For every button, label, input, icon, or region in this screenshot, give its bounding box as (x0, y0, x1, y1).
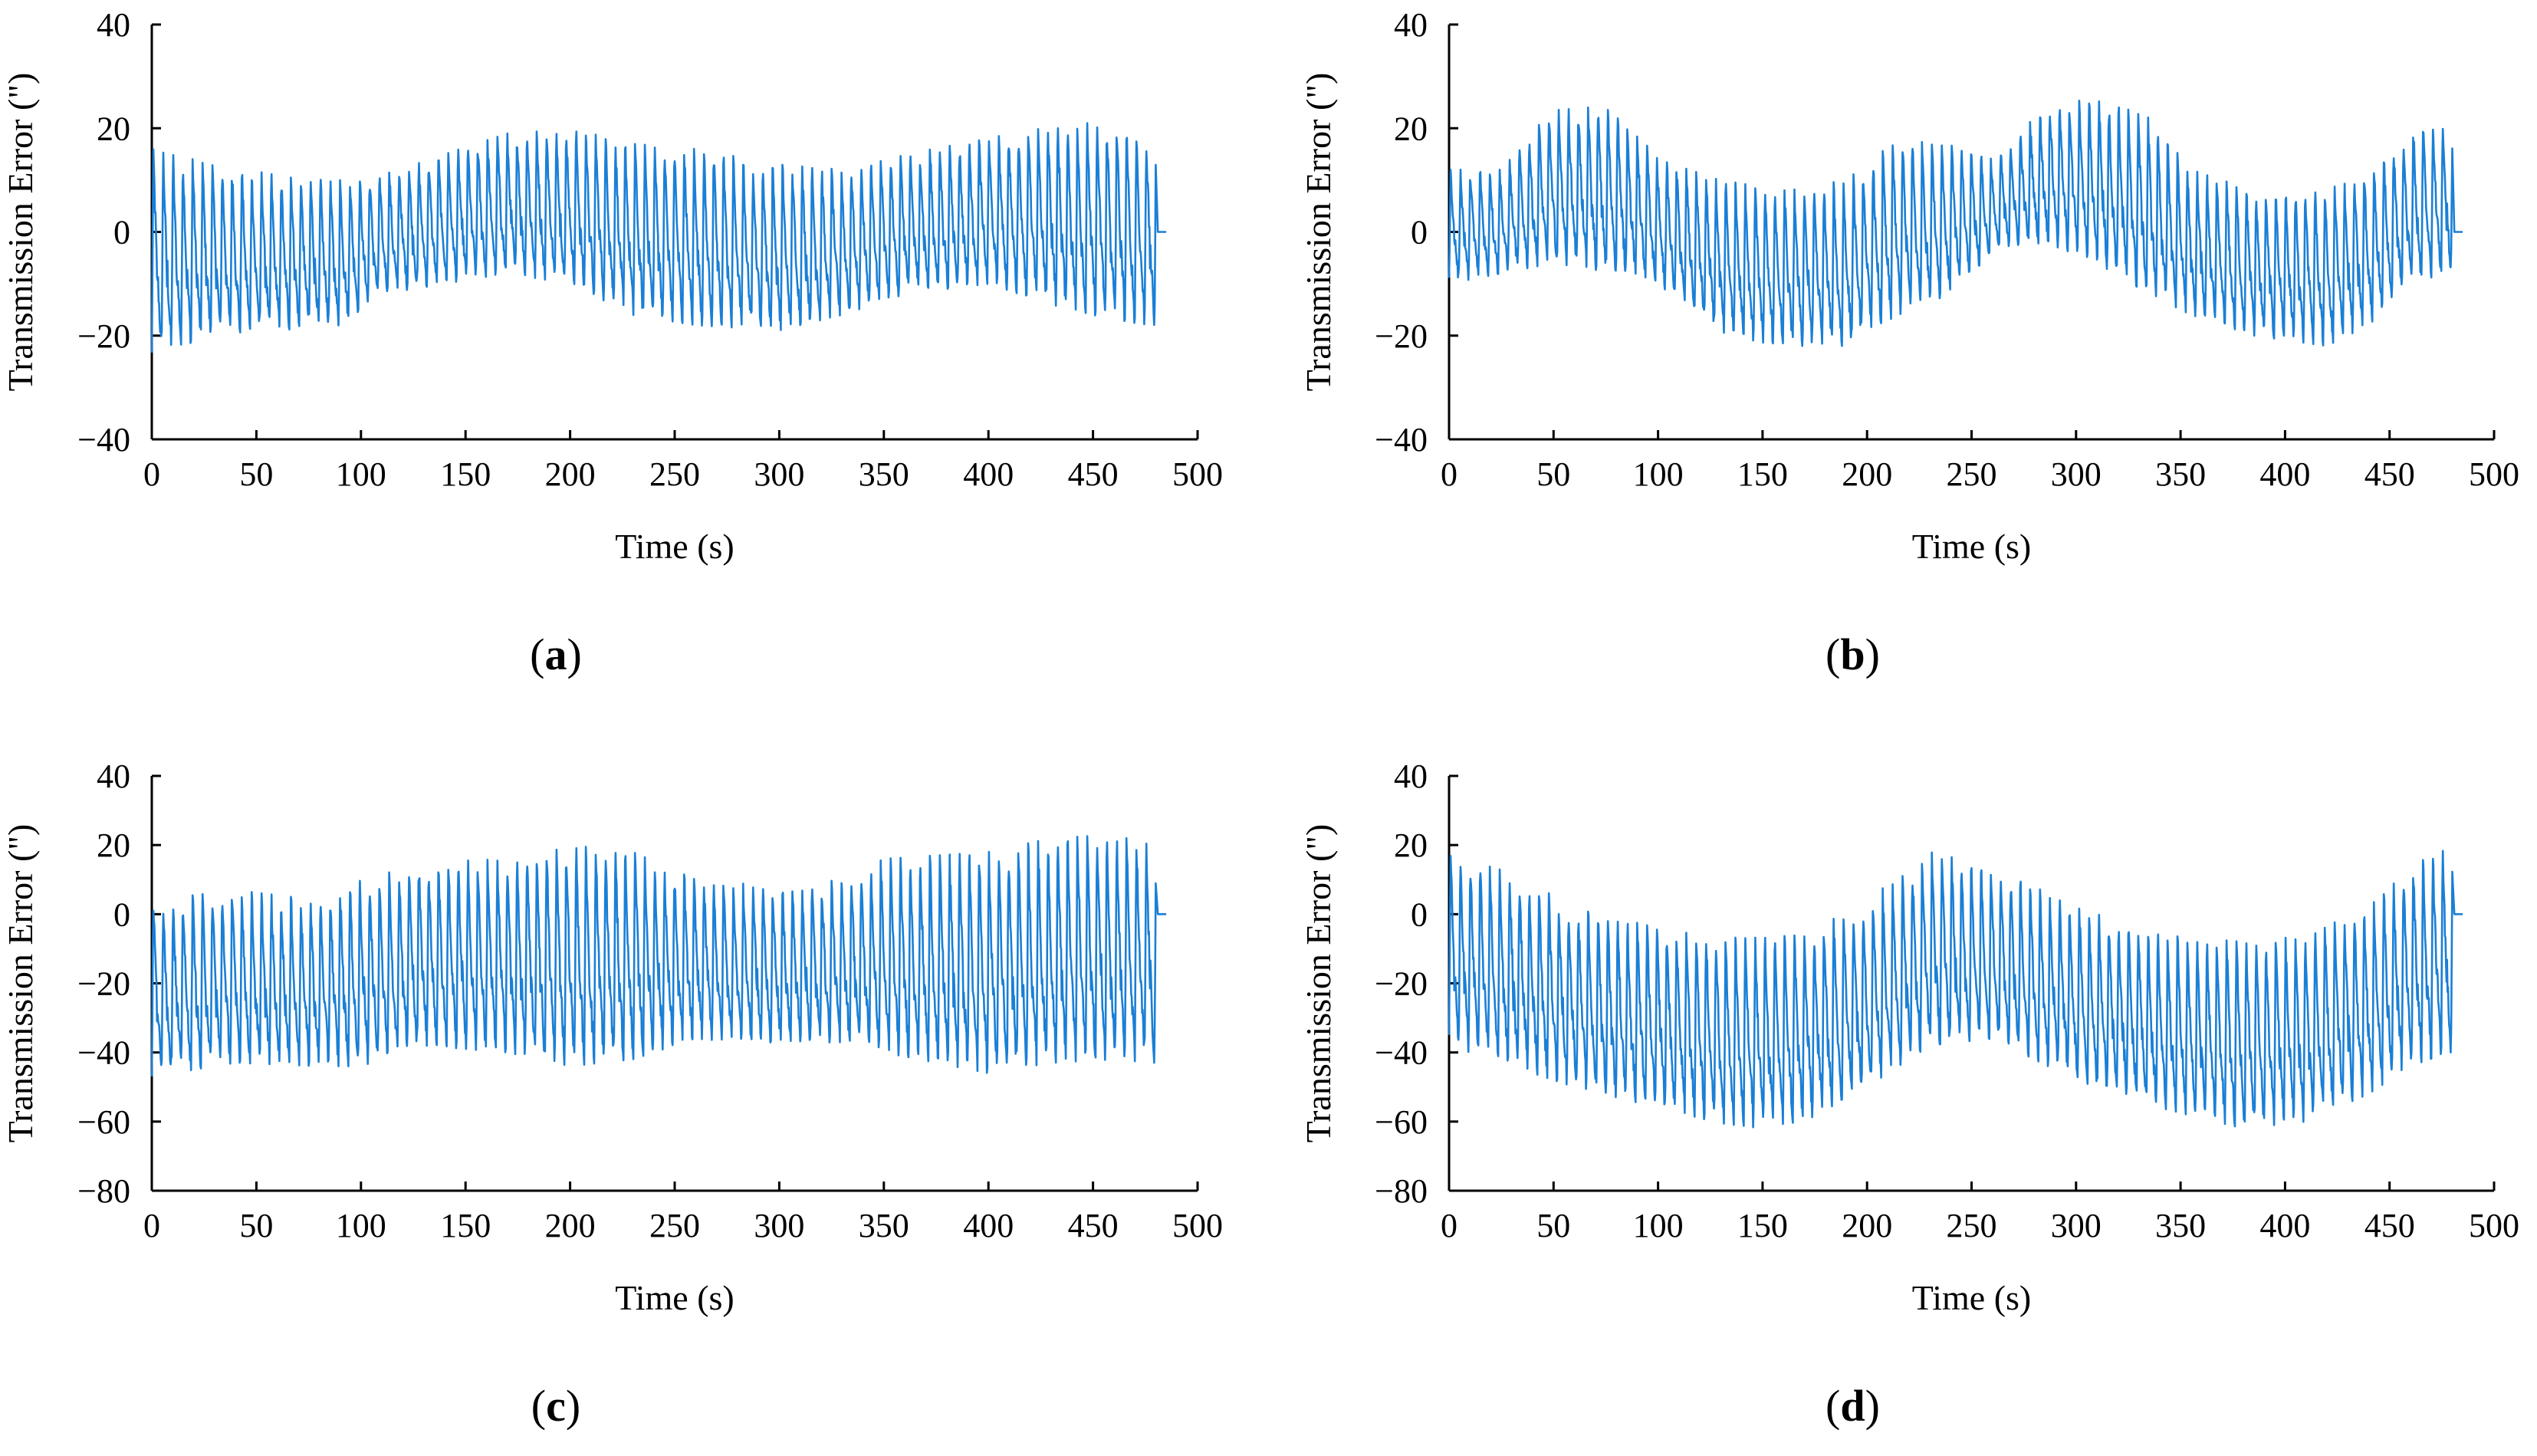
y-axis-title: Transmission Error (") (1299, 824, 1338, 1143)
y-axis-title: Transmission Error (") (1299, 73, 1338, 392)
y-tick-label: 20 (97, 827, 130, 864)
x-tick-label: 450 (1068, 1207, 1119, 1244)
y-tick-label: 0 (1411, 214, 1428, 251)
x-tick-label: 100 (336, 1207, 386, 1244)
x-tick-label: 300 (2051, 1207, 2102, 1244)
x-tick-label: 450 (2364, 1207, 2415, 1244)
x-tick-label: 250 (649, 1207, 700, 1244)
x-axis-title: Time (s) (1912, 1278, 2032, 1317)
y-tick-label: −80 (77, 1172, 130, 1210)
x-tick-label: 350 (859, 1207, 909, 1244)
y-tick-label: 0 (113, 896, 130, 933)
y-tick-label: 20 (1394, 827, 1428, 864)
chart-panel-b: 0 50 100 150 200 250 300 350 400 450 500 −40 −20 0 20 4… (1299, 6, 2519, 679)
y-axis-title: Transmission Error (") (1, 824, 40, 1143)
y-tick-label: 40 (97, 758, 130, 795)
x-tick-label: 400 (963, 1207, 1014, 1244)
x-tick-label: 0 (1441, 455, 1457, 493)
y-tick-label: −80 (1375, 1172, 1428, 1210)
x-tick-label: 100 (1633, 455, 1684, 493)
x-tick-label: 50 (239, 455, 273, 493)
y-tick-label: −40 (1375, 421, 1428, 458)
series-line-b-0 (1448, 100, 2463, 347)
panel-label: (b) (1826, 629, 1880, 679)
y-tick-label: 40 (1394, 758, 1428, 795)
x-tick-label: 150 (440, 455, 491, 493)
y-tick-label: −40 (77, 421, 130, 458)
x-tick-label: 400 (963, 455, 1014, 493)
series-line-c-0 (150, 835, 1167, 1076)
series-line-a-0 (150, 122, 1167, 353)
x-tick-label: 200 (545, 1207, 596, 1244)
x-tick-label: 500 (1172, 1207, 1223, 1244)
x-tick-label: 100 (336, 455, 386, 493)
x-tick-label: 50 (1536, 1207, 1570, 1244)
series-line-d-0 (1448, 850, 2463, 1129)
x-tick-label: 100 (1633, 1207, 1684, 1244)
x-tick-label: 0 (1441, 1207, 1457, 1244)
x-tick-label: 500 (2469, 455, 2519, 493)
x-tick-label: 50 (1536, 455, 1570, 493)
x-tick-label: 400 (2259, 455, 2310, 493)
y-axis-title: Transmission Error (") (1, 73, 40, 392)
y-tick-label: −40 (77, 1034, 130, 1072)
x-tick-label: 500 (1172, 455, 1223, 493)
x-tick-label: 200 (545, 455, 596, 493)
chart-panel-a: 0 50 100 150 200 250 300 350 400 450 500 −40 −20 0 20 4… (1, 6, 1223, 679)
x-tick-label: 250 (1947, 455, 1997, 493)
x-tick-label: 500 (2469, 1207, 2519, 1244)
x-tick-label: 250 (649, 455, 700, 493)
x-tick-label: 250 (1947, 1207, 1997, 1244)
x-tick-label: 150 (1737, 1207, 1788, 1244)
chart-panel-c: 0 50 100 150 200 250 300 350 400 450 500−80−60−40−… (1, 758, 1223, 1431)
y-tick-label: −60 (77, 1103, 130, 1141)
x-tick-label: 300 (754, 1207, 804, 1244)
y-tick-label: −20 (1375, 317, 1428, 355)
y-tick-label: 0 (1411, 896, 1428, 933)
y-tick-label: 20 (1394, 110, 1428, 147)
x-tick-label: 0 (143, 1207, 160, 1244)
panel-label: (a) (530, 629, 582, 679)
x-tick-label: 150 (1737, 455, 1788, 493)
panel-label: (c) (531, 1381, 580, 1431)
x-tick-label: 200 (1842, 455, 1892, 493)
y-tick-label: −40 (1375, 1034, 1428, 1072)
y-tick-label: 20 (97, 110, 130, 147)
y-tick-label: −20 (77, 965, 130, 1003)
x-axis-title: Time (s) (615, 1278, 734, 1317)
chart-panel-d: 0 50 100 150 200 250 300 350 400 450 500−80−60−40−… (1299, 758, 2519, 1431)
x-tick-label: 450 (2364, 455, 2415, 493)
x-axis-title: Time (s) (615, 527, 734, 566)
y-tick-label: 0 (113, 214, 130, 251)
x-axis-title: Time (s) (1912, 527, 2032, 566)
x-tick-label: 200 (1842, 1207, 1892, 1244)
y-tick-label: 40 (1394, 6, 1428, 44)
y-tick-label: −20 (1375, 965, 1428, 1003)
panel-label: (d) (1826, 1381, 1880, 1431)
y-tick-label: −60 (1375, 1103, 1428, 1141)
x-tick-label: 150 (440, 1207, 491, 1244)
x-tick-label: 50 (239, 1207, 273, 1244)
y-tick-label: 40 (97, 6, 130, 44)
x-tick-label: 400 (2259, 1207, 2310, 1244)
x-tick-label: 0 (143, 455, 160, 493)
x-tick-label: 450 (1068, 455, 1119, 493)
x-tick-label: 350 (859, 455, 909, 493)
x-tick-label: 350 (2155, 455, 2206, 493)
x-tick-label: 300 (2051, 455, 2102, 493)
x-tick-label: 350 (2155, 1207, 2206, 1244)
y-tick-label: −20 (77, 317, 130, 355)
x-tick-label: 300 (754, 455, 804, 493)
